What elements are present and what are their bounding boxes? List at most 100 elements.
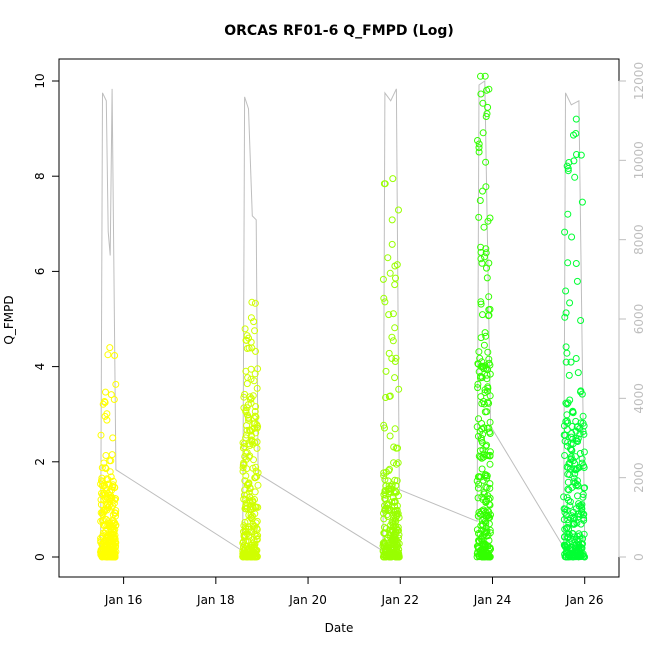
- data-point: [575, 464, 583, 471]
- data-point: [385, 482, 393, 490]
- data-point: [478, 551, 486, 559]
- data-point: [242, 434, 250, 442]
- data-point: [562, 418, 570, 425]
- data-point: [562, 287, 570, 295]
- data-point: [381, 424, 388, 432]
- data-point: [97, 501, 105, 509]
- data-point: [481, 540, 489, 548]
- data-point: [389, 493, 397, 501]
- data-point: [241, 390, 249, 398]
- data-point: [243, 491, 251, 499]
- data-point: [480, 341, 488, 349]
- data-point: [564, 534, 572, 542]
- data-point: [97, 480, 105, 488]
- data-point: [581, 553, 589, 561]
- data-point: [380, 540, 388, 548]
- data-point: [102, 551, 110, 559]
- data-point: [568, 512, 576, 520]
- data-point: [242, 472, 250, 480]
- y2-tick-label: 2000: [632, 462, 646, 493]
- data-point: [251, 474, 259, 482]
- data-point: [565, 159, 573, 166]
- data-point: [111, 352, 119, 359]
- flight-series: [379, 175, 403, 561]
- data-point-max: [389, 175, 397, 183]
- data-point: [254, 481, 262, 489]
- points-layer: [97, 72, 589, 561]
- data-point: [244, 525, 252, 533]
- data-point: [564, 530, 572, 538]
- data-point: [100, 538, 108, 546]
- data-point: [483, 527, 491, 535]
- data-point: [251, 370, 259, 378]
- data-point: [562, 399, 570, 407]
- data-point: [249, 503, 257, 511]
- data-point: [480, 489, 488, 496]
- data-point: [392, 274, 399, 282]
- data-point: [391, 487, 399, 495]
- data-point: [391, 324, 399, 332]
- data-point: [484, 387, 491, 395]
- data-point: [574, 492, 581, 500]
- data-point: [574, 369, 582, 377]
- data-point: [570, 520, 578, 528]
- data-point: [380, 509, 387, 517]
- data-point: [486, 460, 494, 468]
- data-point: [102, 388, 109, 396]
- y-tick-label: 10: [33, 73, 47, 88]
- data-point: [101, 398, 108, 405]
- data-point: [480, 453, 487, 461]
- data-point: [563, 411, 571, 419]
- data-point: [381, 298, 389, 306]
- data-point: [570, 157, 578, 165]
- data-point: [564, 516, 572, 524]
- data-point: [564, 210, 572, 218]
- data-point: [99, 508, 106, 516]
- data-point: [486, 484, 494, 492]
- data-point: [484, 383, 492, 391]
- data-point: [579, 540, 586, 548]
- data-point: [562, 343, 570, 351]
- data-point: [386, 392, 394, 400]
- data-point: [565, 525, 573, 533]
- data-point: [250, 414, 258, 422]
- data-point: [563, 162, 571, 170]
- x-tick-label: Jan 26: [565, 593, 604, 607]
- data-point: [386, 432, 394, 440]
- data-point: [568, 233, 576, 241]
- data-point: [569, 409, 577, 417]
- data-point: [573, 277, 581, 285]
- x-tick-label: Jan 22: [380, 593, 419, 607]
- data-point: [388, 240, 396, 248]
- data-point: [395, 385, 403, 393]
- data-point: [562, 309, 570, 317]
- data-point-max: [481, 72, 489, 80]
- y2-tick-label: 0: [632, 553, 646, 561]
- data-point: [250, 538, 258, 546]
- data-point: [103, 416, 111, 424]
- data-point: [381, 476, 389, 484]
- data-point: [577, 151, 585, 159]
- data-point: [393, 477, 401, 485]
- data-point: [486, 214, 494, 222]
- data-point: [474, 380, 482, 388]
- data-point: [253, 444, 261, 452]
- data-point: [482, 249, 490, 257]
- data-point: [392, 482, 400, 490]
- data-point: [252, 403, 260, 411]
- data-point: [482, 508, 490, 516]
- data-point: [242, 406, 250, 414]
- data-point: [570, 465, 578, 473]
- data-point: [564, 259, 572, 267]
- data-point: [566, 545, 574, 553]
- data-point: [475, 415, 482, 423]
- data-point: [395, 527, 402, 534]
- data-point: [243, 426, 251, 434]
- data-point: [241, 552, 249, 560]
- data-point: [242, 495, 250, 503]
- data-point: [381, 495, 389, 503]
- data-point: [577, 388, 584, 396]
- data-point: [110, 396, 118, 403]
